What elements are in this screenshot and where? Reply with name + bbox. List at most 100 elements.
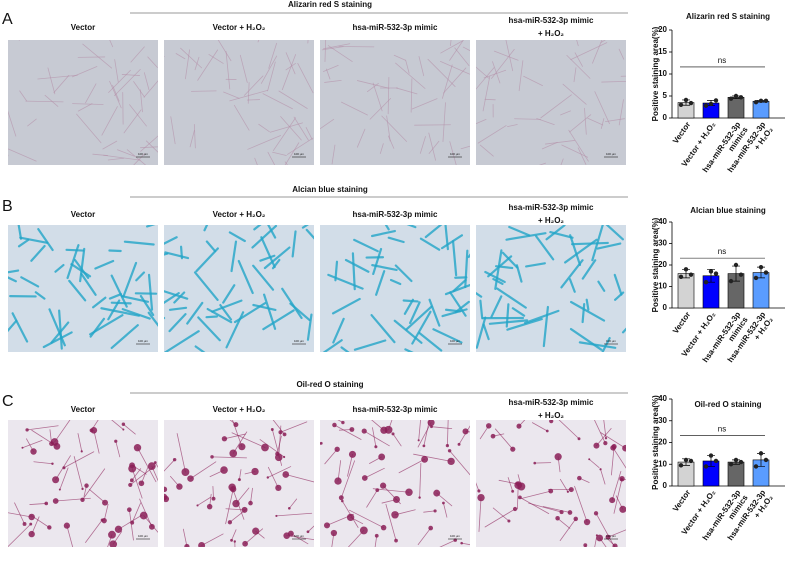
droplet xyxy=(320,441,323,445)
cell xyxy=(611,470,622,501)
cell xyxy=(8,148,37,162)
cell xyxy=(621,327,626,334)
cell xyxy=(488,319,529,325)
droplet xyxy=(114,525,123,533)
cell xyxy=(131,468,143,499)
cell xyxy=(371,420,385,431)
cell xyxy=(479,144,494,157)
cell xyxy=(363,430,390,447)
cell xyxy=(89,314,124,336)
cell xyxy=(212,486,214,500)
cell xyxy=(519,496,550,514)
cell xyxy=(560,158,564,165)
cell xyxy=(229,89,268,102)
image-bg xyxy=(476,225,626,352)
cell xyxy=(564,238,598,264)
cell xyxy=(135,271,146,282)
cell xyxy=(33,461,53,465)
cell xyxy=(263,246,291,270)
droplet xyxy=(555,515,560,521)
droplet xyxy=(603,441,608,446)
droplet xyxy=(622,444,626,452)
cell xyxy=(507,124,518,128)
cell xyxy=(562,83,587,105)
cell xyxy=(340,101,368,116)
cell xyxy=(63,451,95,469)
significance-label: ns xyxy=(718,425,726,434)
cell xyxy=(558,420,580,440)
droplet xyxy=(164,495,170,503)
cell xyxy=(449,40,464,61)
cell xyxy=(536,118,555,125)
cell xyxy=(568,129,589,162)
cell xyxy=(353,339,387,351)
cell xyxy=(347,453,353,477)
droplet xyxy=(133,444,142,452)
data-point xyxy=(763,457,769,463)
cell xyxy=(599,537,607,547)
cell xyxy=(607,529,626,538)
cell xyxy=(545,225,566,241)
cell xyxy=(293,116,309,141)
cell xyxy=(465,430,470,433)
cell xyxy=(263,293,277,330)
cell xyxy=(231,529,237,541)
column-label: hsa-miR-532-3p mimic xyxy=(353,405,438,414)
droplet xyxy=(63,522,70,529)
droplet xyxy=(490,433,496,439)
cell xyxy=(267,466,279,489)
panel-letter: C xyxy=(2,393,14,410)
cell xyxy=(85,83,97,104)
droplet xyxy=(114,439,118,443)
cell xyxy=(79,247,86,283)
cell xyxy=(544,140,575,145)
cell xyxy=(129,104,147,127)
cell xyxy=(521,490,552,499)
droplet xyxy=(511,489,515,493)
cell xyxy=(301,225,310,229)
droplet xyxy=(206,503,213,510)
cell xyxy=(595,512,616,547)
droplet xyxy=(433,509,437,513)
cell xyxy=(65,248,85,252)
data-point xyxy=(683,267,689,272)
droplet xyxy=(605,534,611,540)
micrograph: 100 μm xyxy=(8,40,158,165)
cell xyxy=(559,478,569,493)
cell xyxy=(94,259,115,270)
scale-bar-label: 100 μm xyxy=(450,339,461,343)
cell xyxy=(611,446,615,476)
image-bg xyxy=(8,420,158,547)
droplet xyxy=(457,442,461,446)
droplet xyxy=(394,538,398,543)
cell xyxy=(151,465,158,482)
cell xyxy=(259,254,276,262)
cell xyxy=(278,425,282,458)
cell xyxy=(103,503,109,522)
cell xyxy=(476,119,487,125)
droplet xyxy=(233,540,237,543)
cell xyxy=(370,314,396,344)
column-label: + H₂O₂ xyxy=(538,29,564,38)
cell xyxy=(8,319,18,333)
image-bg xyxy=(8,225,158,352)
cell xyxy=(403,298,415,315)
cell xyxy=(577,147,587,165)
cell xyxy=(621,478,626,480)
cell xyxy=(164,236,178,245)
cell xyxy=(281,54,297,91)
cell xyxy=(587,117,604,126)
droplet xyxy=(548,488,554,494)
cell xyxy=(44,94,59,107)
x-tick-label: Vector xyxy=(671,310,692,335)
micrograph: 100 μm xyxy=(164,420,314,547)
cell xyxy=(542,305,550,348)
cell xyxy=(284,142,300,165)
cell xyxy=(233,104,250,131)
droplet xyxy=(477,493,485,502)
cell xyxy=(14,502,25,525)
cell xyxy=(501,251,519,269)
droplet xyxy=(25,428,29,432)
droplet xyxy=(612,543,618,547)
y-tick-label: 0 xyxy=(663,303,668,312)
